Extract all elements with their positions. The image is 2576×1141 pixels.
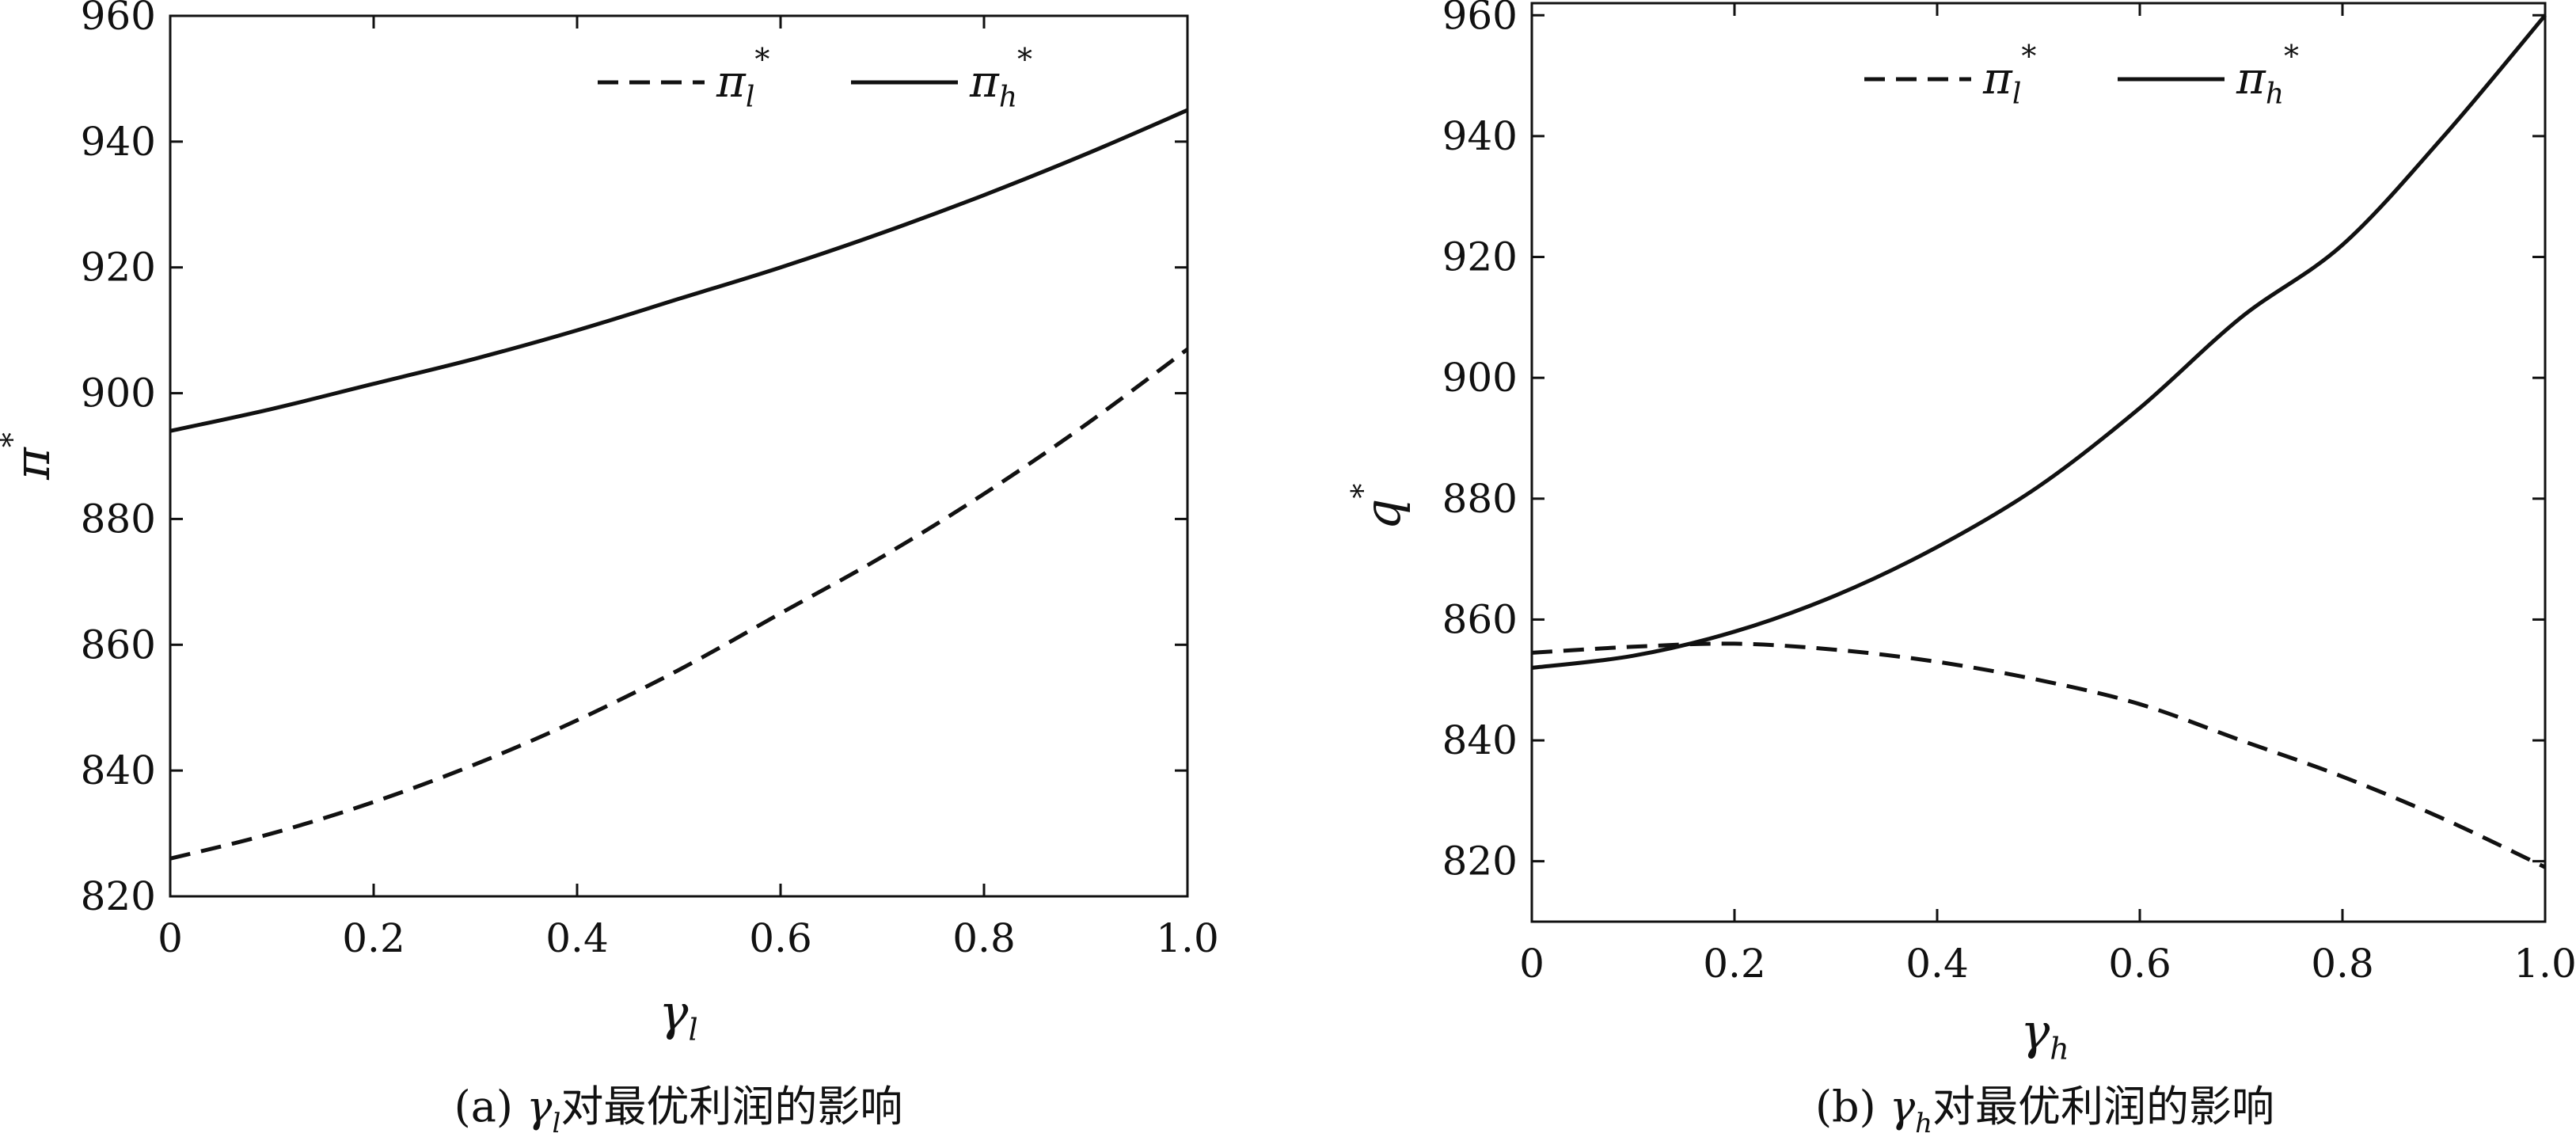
x-tick-label: 0.6 [2108,941,2171,987]
x-axis-label-b: γh [2020,1002,2069,1066]
y-axis-label-b: q* [1345,484,1411,531]
y-tick-label: 940 [81,119,156,165]
x-tick-label: 0.4 [545,915,609,961]
x-ticks-a: 0 0.2 0.4 0.6 0.8 1.0 [158,16,1219,961]
x-tick-label: 0.2 [342,915,405,961]
y-ticks-b: 820 840 860 880 900 920 940 960 [1442,0,2545,884]
y-tick-label: 840 [81,747,156,793]
series-line-solid [169,108,1188,433]
y-tick-label: 820 [1442,839,1518,884]
plot-frame-b [1530,2,2547,923]
y-tick-label: 880 [81,496,156,542]
y-tick-label: 860 [1442,596,1518,642]
legend-label: πl* [1982,39,2036,111]
y-tick-label: 940 [1442,113,1518,159]
y-axis-label-a: π* [0,432,61,481]
series-line-solid [1531,13,2547,670]
y-tick-label: 820 [81,873,156,919]
x-ticks-b: 0 0.2 0.4 0.6 0.8 1.0 [1519,3,2576,987]
x-tick-label: 1.0 [1156,915,1219,961]
y-tick-label: 920 [1442,234,1518,280]
series-line-dashed [169,347,1189,861]
x-tick-label: 1.0 [2513,941,2576,987]
y-tick-label: 900 [81,371,156,416]
legend-label: πl* [716,42,769,114]
y-tick-label: 840 [1442,717,1518,763]
x-axis-label-a: γl [659,983,697,1047]
legend-label: πh* [969,42,1032,114]
x-tick-label: 0 [1519,941,1544,987]
chart-panel-a: 820 840 860 880 900 920 940 960 0 0.2 0.4 0.6 0.8 1.… [0,0,1219,1139]
x-tick-label: 0 [158,915,183,961]
x-tick-label: 0.6 [749,915,812,961]
legend-a: πl* πh* [598,42,1032,114]
x-tick-label: 0.8 [952,915,1016,961]
plot-frame-a [169,14,1189,898]
y-tick-label: 880 [1442,476,1518,522]
caption-a: (a) γl对最优利润的影响 [454,1082,903,1139]
y-tick-label: 960 [1442,0,1518,38]
series-group-a [169,108,1189,861]
y-tick-label: 960 [81,0,156,39]
chart-panel-b: 820 840 860 880 900 920 940 960 0 0.2 0.4 0.6 0.8 1.… [1345,0,2576,1139]
series-group-b [1531,13,2547,869]
x-tick-label: 0.4 [1905,941,1969,987]
legend-label: πh* [2236,39,2299,111]
y-tick-label: 860 [81,622,156,667]
legend-b: πl* πh* [1864,39,2299,111]
x-tick-label: 0.2 [1703,941,1766,987]
x-tick-label: 0.8 [2311,941,2374,987]
caption-b: (b) γh对最优利润的影响 [1815,1082,2274,1139]
y-tick-label: 900 [1442,355,1518,401]
y-ticks-a: 820 840 860 880 900 920 940 960 [81,0,1187,919]
y-tick-label: 920 [81,245,156,291]
series-line-dashed [1531,641,2547,869]
